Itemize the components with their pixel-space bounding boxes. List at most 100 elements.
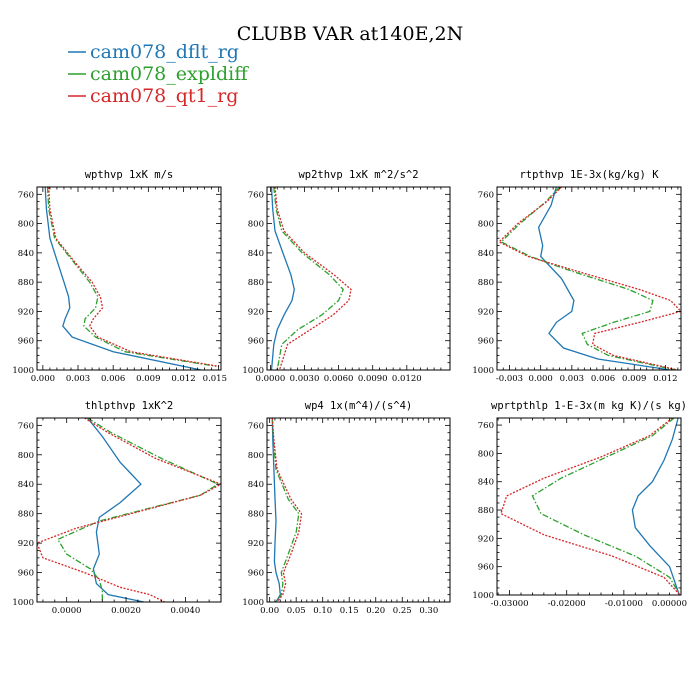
y-tick-label: 1000	[242, 366, 264, 376]
y-tick-label: 960	[478, 337, 494, 347]
x-tick-label: 0.000	[528, 374, 552, 384]
x-tick-label: 0.012	[171, 374, 195, 384]
series-line-0	[271, 418, 281, 602]
x-tick-label: 0.15	[340, 606, 359, 616]
x-tick-label: 0.00	[260, 606, 279, 616]
y-tick-label: 840	[478, 478, 494, 488]
panel-0: wpthvp 1xK m/s76080084088092096010000.00…	[12, 169, 227, 384]
series-line-2	[497, 187, 681, 370]
series-line-0	[44, 187, 202, 370]
series-line-2	[500, 418, 681, 595]
y-tick-label: 1000	[242, 598, 264, 608]
x-tick-label: 0.0000	[256, 374, 286, 384]
x-tick-label: -0.003	[496, 374, 523, 384]
y-tick-label: 880	[478, 278, 494, 288]
y-tick-label: 880	[18, 510, 34, 520]
y-tick-label: 920	[478, 307, 494, 317]
y-tick-label: 1000	[12, 598, 34, 608]
x-tick-label: 0.25	[393, 606, 412, 616]
x-tick-label: 0.012	[653, 374, 677, 384]
y-tick-label: 800	[248, 451, 264, 461]
x-tick-label: 0.009	[622, 374, 646, 384]
y-tick-label: 840	[248, 249, 264, 259]
y-tick-label: 960	[248, 569, 264, 579]
y-tick-label: 920	[18, 539, 34, 549]
x-tick-label: -0.03000	[491, 599, 529, 609]
y-tick-label: 840	[248, 480, 264, 490]
y-tick-label: 920	[248, 539, 264, 549]
series-line-1	[46, 187, 217, 367]
y-tick-label: 760	[478, 421, 494, 431]
series-line-0	[537, 187, 671, 370]
panel-frame	[36, 186, 222, 371]
y-tick-label: 1000	[472, 591, 494, 601]
series-line-2	[271, 418, 303, 602]
y-tick-label: 800	[478, 220, 494, 230]
panel-frame	[496, 417, 682, 596]
y-tick-label: 760	[248, 421, 264, 431]
y-tick-label: 880	[478, 506, 494, 516]
x-tick-label: 0.015	[203, 374, 227, 384]
y-tick-label: 840	[478, 249, 494, 259]
panel-title: wp4 1x(m^4)/(s^4)	[305, 400, 412, 412]
x-tick-label: 0.0040	[171, 606, 201, 616]
y-tick-label: 800	[478, 449, 494, 459]
x-tick-label: 0.0020	[111, 606, 141, 616]
panel-title: wprtpthlp 1-E-3x(m kg K)/(s kg)	[491, 400, 687, 412]
x-tick-label: 0.0090	[358, 374, 388, 384]
series-line-1	[56, 418, 220, 602]
series-line-1	[500, 187, 676, 370]
series-line-1	[273, 187, 344, 370]
y-tick-label: 880	[18, 278, 34, 288]
y-tick-label: 920	[18, 307, 34, 317]
panel-1: wp2thvp 1xK m^2/s^2 760 800 840 880 920 960 100…	[242, 169, 451, 384]
x-tick-label: 0.00000	[652, 599, 687, 609]
panel-3: thlpthvp 1xK^2 760 800 840 880 920 960 1000 0.00…	[12, 400, 222, 616]
series-line-1	[531, 418, 681, 595]
x-tick-label: 0.009	[136, 374, 160, 384]
x-tick-label: -0.01000	[605, 599, 643, 609]
panel-4: wp4 1x(m^4)/(s^4)76080084088092096010000…	[242, 400, 451, 616]
series-line-1	[271, 418, 300, 602]
x-tick-label: 0.0030	[290, 374, 320, 384]
y-tick-label: 920	[248, 307, 264, 317]
y-tick-label: 920	[478, 534, 494, 544]
figure-title: CLUBB VAR at140E,2N	[237, 23, 463, 45]
x-tick-label: 0.003	[560, 374, 584, 384]
panel-title: rtpthvp 1E-3x(kg/kg) K	[519, 169, 659, 181]
y-tick-label: 760	[18, 421, 34, 431]
y-tick-label: 1000	[12, 366, 34, 376]
x-tick-label: 0.006	[591, 374, 615, 384]
legend-label-0: cam078_dflt_rg	[90, 41, 239, 63]
y-tick-label: 760	[248, 190, 264, 200]
series-line-2	[274, 187, 352, 370]
y-tick-label: 800	[248, 220, 264, 230]
series-line-0	[270, 187, 295, 370]
panels: wpthvp 1xK m/s76080084088092096010000.00…	[12, 169, 687, 616]
x-tick-label: 0.05	[287, 606, 306, 616]
legend-label-1: cam078_expldiff	[90, 63, 249, 85]
panel-frame	[36, 417, 222, 603]
panel-frame	[266, 186, 451, 371]
y-tick-label: 960	[18, 569, 34, 579]
series-line-0	[631, 418, 680, 595]
panel-title: wpthvp 1xK m/s	[85, 169, 174, 181]
panel-2: rtpthvp 1E-3x(kg/kg) K 760 800 840 880 920 960…	[472, 169, 682, 384]
y-tick-label: 800	[18, 451, 34, 461]
x-tick-label: -0.02000	[548, 599, 586, 609]
y-tick-label: 880	[248, 510, 264, 520]
series-line-0	[86, 418, 144, 602]
x-tick-label: 0.006	[101, 374, 125, 384]
panel-frame	[266, 417, 451, 603]
y-tick-label: 1000	[472, 366, 494, 376]
y-tick-label: 760	[478, 190, 494, 200]
y-tick-label: 960	[478, 563, 494, 573]
y-tick-label: 960	[248, 337, 264, 347]
legend-label-2: cam078_qt1_rg	[90, 85, 238, 107]
x-tick-label: 0.000	[31, 374, 55, 384]
y-tick-label: 840	[18, 249, 34, 259]
x-tick-label: 0.0120	[392, 374, 422, 384]
panel-5: wprtpthlp 1-E-3x(m kg K)/(s kg) 760 800 840…	[472, 400, 687, 609]
panel-frame	[496, 186, 682, 371]
